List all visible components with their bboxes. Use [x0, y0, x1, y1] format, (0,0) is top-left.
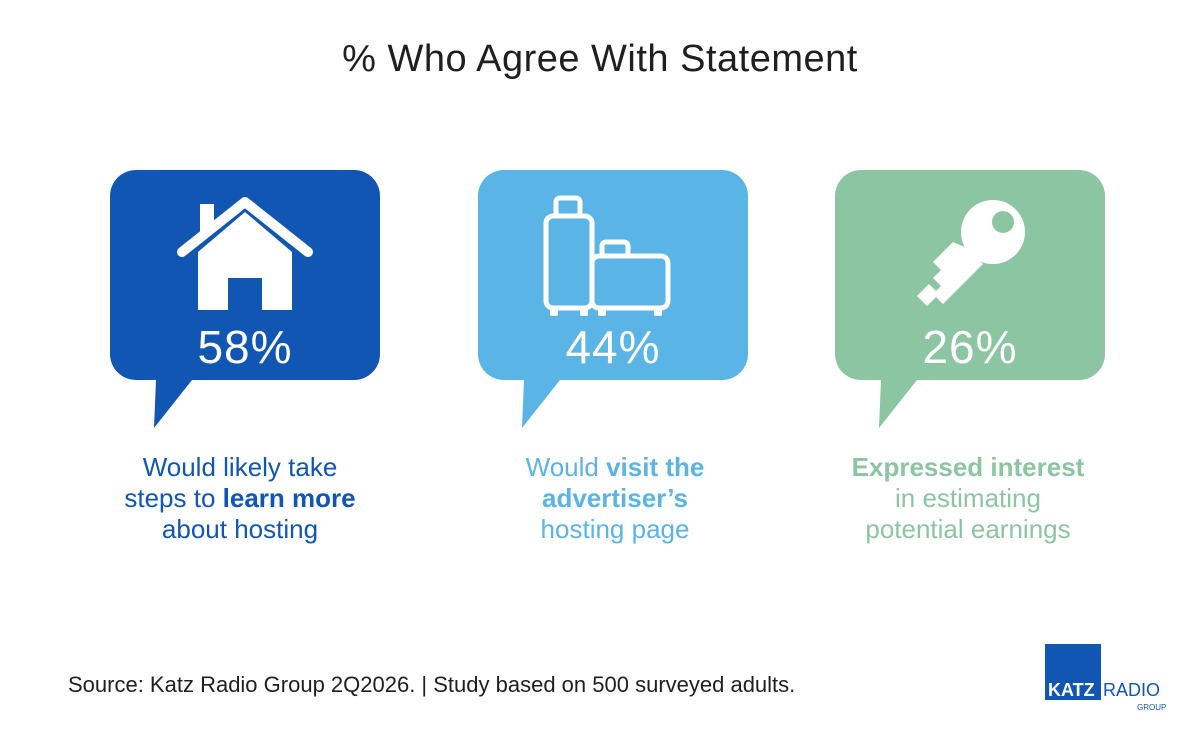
caption-segment: advertiser’s — [542, 483, 688, 513]
logo-group: GROUP — [1137, 703, 1166, 712]
caption-segment: learn more — [222, 483, 356, 513]
caption-advertiser: Would visit the advertiser’s hosting page — [465, 452, 765, 545]
caption-segment: potential earnings — [865, 514, 1071, 544]
house-icon — [177, 197, 313, 310]
logo-katz: KATZ — [1048, 680, 1095, 700]
stat-card-hosting: 58% — [110, 170, 380, 430]
caption-segment: Would likely take — [142, 452, 338, 482]
caption-segment: in estimating — [895, 483, 1041, 513]
katz-radio-group-logo: KATZ RADIO GROUP — [1045, 644, 1166, 712]
speech-bubble — [110, 170, 380, 428]
speech-bubble — [835, 170, 1105, 428]
key-icon — [917, 200, 1025, 306]
stat-card-advertiser: 44% — [478, 170, 748, 430]
caption-segment: Would — [525, 452, 607, 482]
caption-segment: about hosting — [161, 514, 319, 544]
caption-segment: visit the — [606, 452, 705, 482]
caption-hosting: Would likely take steps to learn more abou… — [90, 452, 390, 545]
logo-radio: RADIO — [1103, 680, 1160, 700]
caption-segment: steps to — [124, 483, 223, 513]
percent-value: 44% — [565, 321, 661, 373]
percent-value: 58% — [197, 321, 293, 373]
stat-card-earnings: 26% — [835, 170, 1105, 430]
luggage-icon — [543, 195, 671, 316]
caption-earnings: Expressed interest in estimating potential… — [818, 452, 1118, 545]
percent-value: 26% — [922, 321, 1018, 373]
caption-segment: hosting page — [540, 514, 690, 544]
source-note: Source: Katz Radio Group 2Q2026. | Study… — [68, 672, 796, 697]
chart-title: % Who Agree With Statement — [342, 38, 858, 80]
caption-segment: Expressed interest — [851, 452, 1085, 482]
